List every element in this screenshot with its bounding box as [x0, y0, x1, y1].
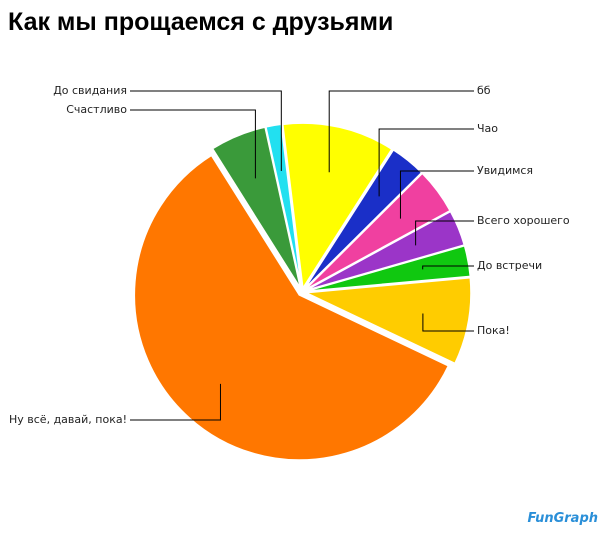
slice-label: Увидимся	[477, 164, 533, 177]
leader-line	[422, 265, 474, 270]
slice-label: Чао	[477, 122, 498, 135]
leader-line	[399, 170, 474, 219]
leader-line	[415, 220, 474, 246]
slice-label: бб	[477, 84, 491, 97]
leader-line	[130, 109, 256, 179]
pie-slice	[211, 126, 302, 289]
slice-label: До встречи	[477, 259, 542, 272]
slice-label: Счастливо	[66, 103, 127, 116]
pie-slice	[303, 276, 472, 365]
leader-line	[328, 90, 474, 173]
pie-slice	[133, 154, 450, 461]
pie-slice	[305, 210, 466, 292]
slice-label: Пока!	[477, 324, 510, 337]
pie-slice	[303, 148, 423, 290]
watermark: FunGraph	[527, 511, 598, 526]
slice-label: До свидания	[53, 84, 127, 97]
leader-line	[130, 90, 282, 171]
pie-slice	[304, 172, 452, 291]
leader-line	[130, 383, 221, 421]
chart-title: Как мы прощаемся с друзьями	[8, 8, 393, 36]
pie-slice	[281, 122, 393, 291]
slice-label: Ну всё, давай, пока!	[9, 413, 127, 426]
slice-label: Всего хорошего	[477, 214, 570, 227]
leader-line	[378, 128, 474, 197]
leader-line	[422, 313, 474, 332]
pie-slice	[305, 244, 472, 293]
